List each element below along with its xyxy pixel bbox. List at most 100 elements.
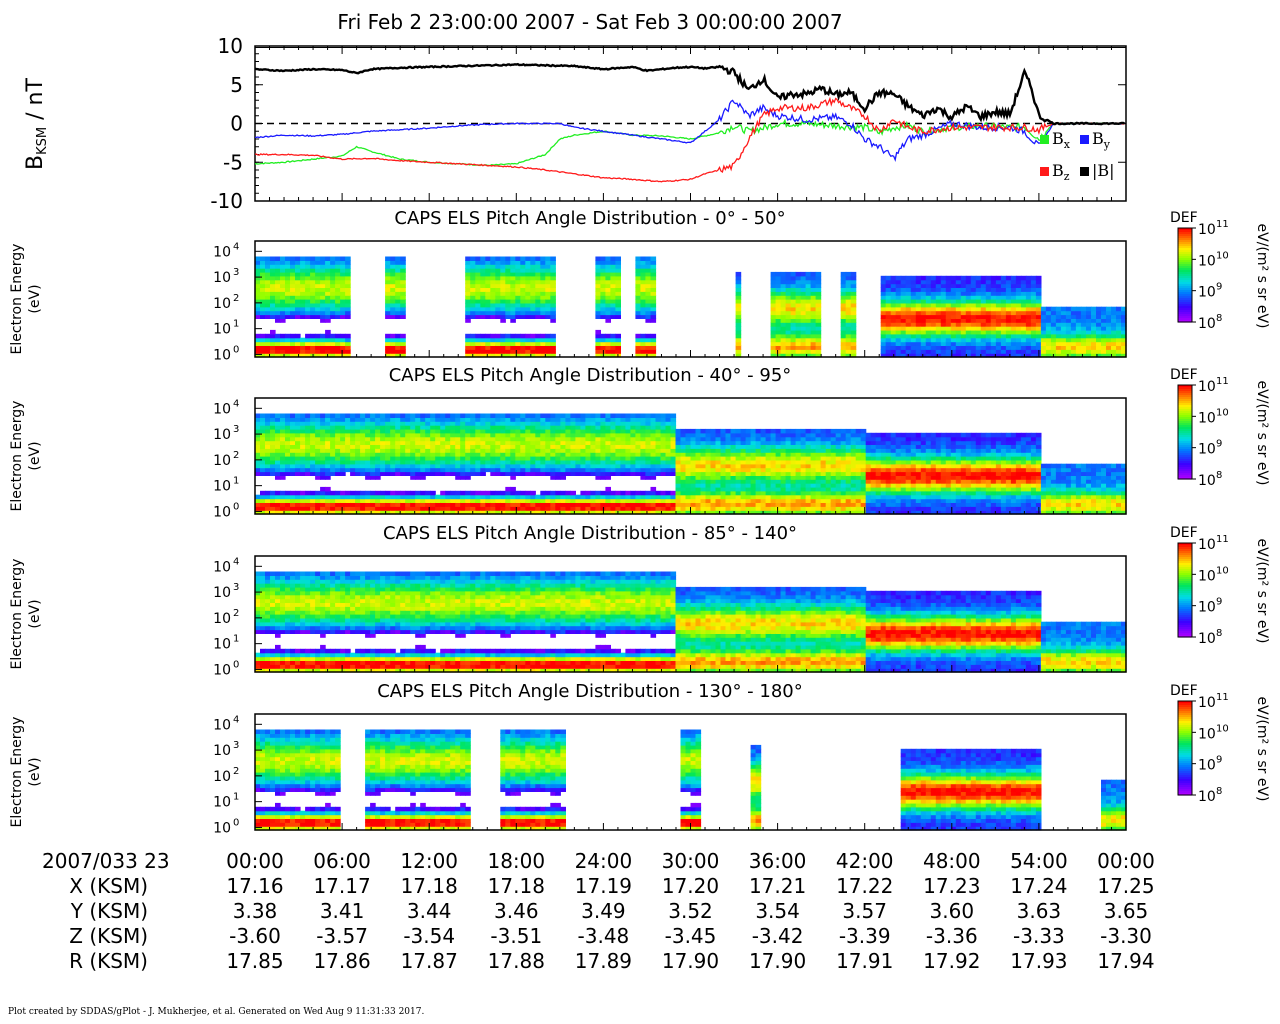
spectrogram-cell <box>445 463 451 469</box>
spectrogram-cell <box>295 314 301 319</box>
spectrogram-cell <box>950 326 957 331</box>
spectrogram-cell <box>750 475 757 480</box>
spectrogram-cell <box>540 306 546 312</box>
spectrogram-cell <box>385 432 391 438</box>
spectrogram-cell <box>1015 314 1022 319</box>
spectrogram-cell <box>660 471 667 476</box>
spectrogram-cell <box>940 275 947 281</box>
spectrogram-cell <box>385 260 391 265</box>
spectrogram-cell <box>600 268 606 273</box>
spectrogram-cell <box>685 494 692 500</box>
spectrogram-cell <box>985 283 992 288</box>
spectrogram-cell <box>905 279 912 285</box>
spectrogram-cell <box>610 283 616 288</box>
spectrogram-cell <box>745 479 752 484</box>
colorbar-step <box>1178 236 1192 239</box>
spectrogram-cell <box>1055 337 1062 343</box>
spectrogram-cell <box>620 421 626 426</box>
spectrogram-cell <box>345 295 351 300</box>
spectrogram-cell <box>990 283 997 288</box>
spectrogram-cell <box>695 498 702 503</box>
spectrogram-cell <box>655 425 662 430</box>
spectrogram-cell <box>475 452 481 457</box>
spectrogram-cell <box>315 421 321 426</box>
spectrogram-cell <box>390 428 396 434</box>
spectrogram-cell <box>270 279 276 285</box>
spectrogram-cell <box>1106 353 1112 358</box>
spectrogram-cell <box>1020 275 1027 281</box>
spectrogram-cell <box>500 295 506 300</box>
spectrogram-cell <box>535 302 541 308</box>
spectrogram-cell <box>400 421 406 426</box>
spectrogram-cell <box>600 425 606 430</box>
spectrogram-cell <box>290 345 296 350</box>
spectrogram-cell <box>890 310 897 316</box>
spectrogram-cell <box>515 417 521 422</box>
spectrogram-cell <box>510 502 516 507</box>
spectrogram-cell <box>720 448 727 453</box>
spectrogram-cell <box>975 275 982 281</box>
spectrogram-cell <box>750 444 757 449</box>
spectrogram-cell <box>340 413 346 418</box>
spectrogram-cell <box>275 295 281 300</box>
spectrogram-cell <box>595 271 601 277</box>
spectrogram-cell <box>910 353 917 358</box>
spectrogram-cell <box>515 295 521 300</box>
spectrogram-cell <box>775 463 782 469</box>
spectrogram-cell <box>370 440 376 445</box>
spectrogram-cell <box>320 428 326 434</box>
spectrogram-cell <box>540 260 546 265</box>
spectrogram-cell <box>975 279 982 285</box>
spectrogram-cell <box>1055 345 1062 350</box>
colorbar-step <box>1178 260 1192 263</box>
spectrogram-cell <box>325 440 331 445</box>
spectrogram-cell <box>950 345 957 350</box>
spectrogram-cell <box>980 337 987 343</box>
spectrogram-cell <box>360 436 366 442</box>
spectrogram-cell <box>460 475 466 480</box>
spectrogram-cell <box>500 444 506 449</box>
spectrogram-cell <box>510 436 516 442</box>
spectrogram-cell <box>880 333 887 339</box>
spectrogram-cell <box>545 264 551 269</box>
spectrogram-cell <box>810 341 817 346</box>
spectrogram-cell <box>960 279 967 285</box>
spectrogram-cell <box>700 498 707 503</box>
spectrogram-cell <box>460 494 466 500</box>
spectrogram-cell <box>975 306 982 312</box>
spectrogram-cell <box>510 302 516 308</box>
spectrogram-cell <box>305 467 311 473</box>
spectrogram-cell <box>265 463 271 469</box>
spectrogram-cell <box>750 506 757 511</box>
spectrogram-cell <box>290 268 296 273</box>
spectrogram-cell <box>685 428 692 434</box>
spectrogram-cell <box>610 345 616 350</box>
spectrogram-cell <box>610 275 616 281</box>
spectrogram-cell <box>500 494 506 500</box>
spectrogram-cell <box>395 510 401 515</box>
spectrogram-cell <box>1020 318 1027 323</box>
spectrogram-cell <box>385 510 391 515</box>
spectrogram-cell <box>280 279 286 285</box>
spectrogram-cell <box>545 291 551 296</box>
spectrogram-cell <box>495 275 501 281</box>
spectrogram-cell <box>475 291 481 296</box>
spectrogram-cell <box>1035 310 1042 316</box>
spectrogram-cell <box>510 475 516 480</box>
spectrogram-cell <box>275 463 281 469</box>
spectrogram-cell <box>435 506 441 511</box>
spectrogram-cell <box>925 341 932 346</box>
spectrogram-cell <box>965 302 972 308</box>
spectrogram-cell <box>520 440 526 445</box>
spectrogram-cell <box>390 256 396 261</box>
spectrogram-cell <box>400 459 406 465</box>
spectrogram-cell <box>625 463 631 469</box>
spectrogram-cell <box>360 490 366 496</box>
spectrogram-cell <box>770 452 777 457</box>
spectrogram-cell <box>385 440 391 445</box>
spectrogram-cell <box>770 479 777 484</box>
spectrogram-cell <box>290 271 296 277</box>
spectrogram-cell <box>475 302 481 308</box>
spectrogram-cell <box>540 421 546 426</box>
spectrogram-cell <box>370 421 376 426</box>
